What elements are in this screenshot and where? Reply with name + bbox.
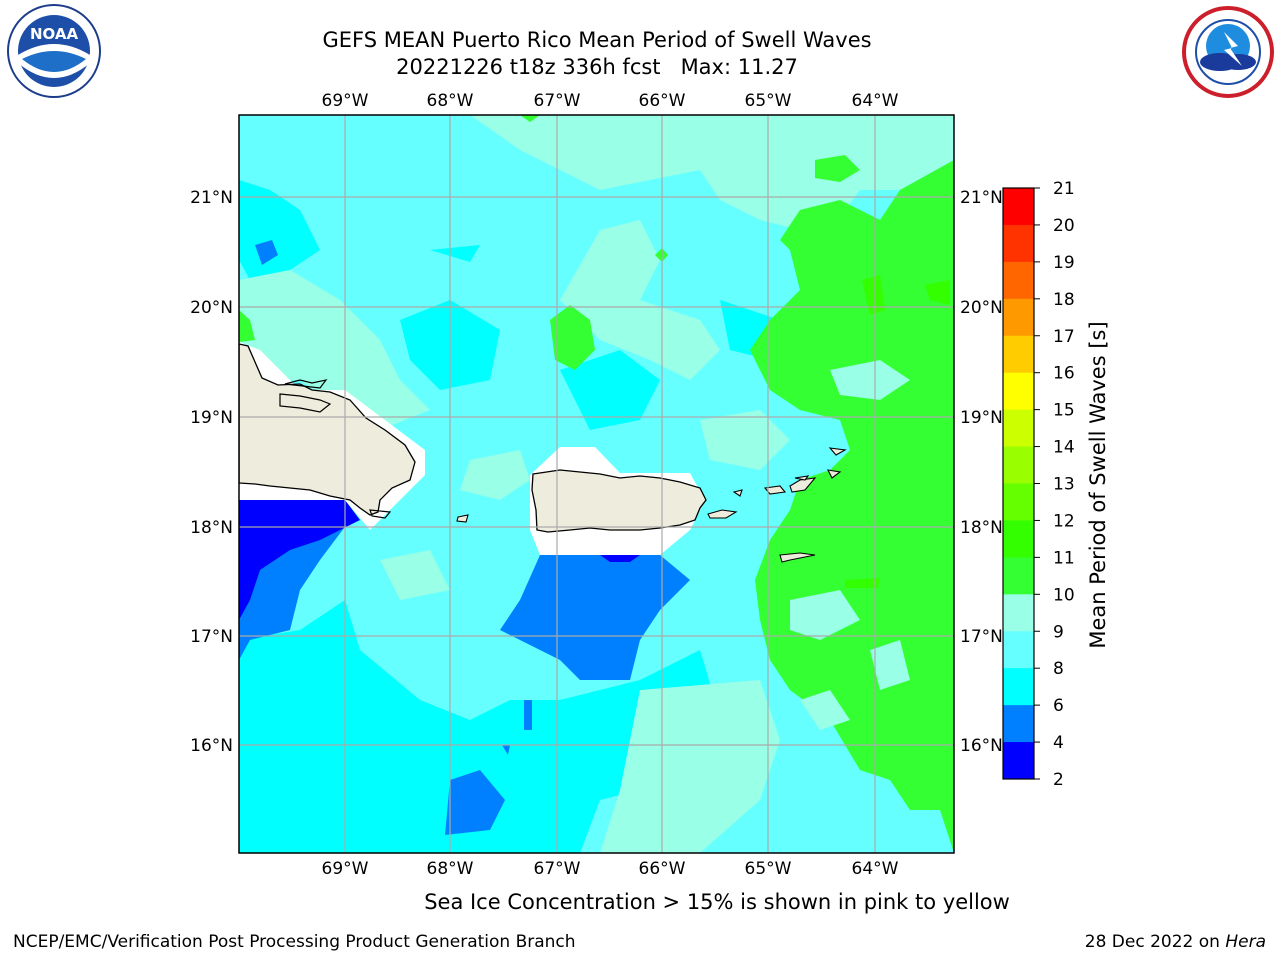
lon-label-bottom-2: 67°W xyxy=(534,859,581,879)
colorbar-tick-label: 12 xyxy=(1053,511,1075,531)
map-gridlines xyxy=(239,115,954,853)
colorbar-band xyxy=(1003,409,1034,448)
contour-fill-2-4 xyxy=(239,500,640,620)
colorbar-band xyxy=(1003,261,1034,300)
noaa-logo-text: NOAA xyxy=(30,25,79,43)
lat-label-left-2: 19°N xyxy=(190,408,233,428)
colorbar-band xyxy=(1003,705,1034,743)
lon-label-bottom-4: 65°W xyxy=(745,859,792,879)
footer-host: Hera xyxy=(1225,932,1266,952)
colorbar-tick-label: 19 xyxy=(1053,253,1075,273)
lat-label-left-3: 18°N xyxy=(190,518,233,538)
map-plot-area xyxy=(239,115,954,853)
footer-credit: NCEP/EMC/Verification Post Processing Pr… xyxy=(13,932,576,952)
colorbar-tick-label: 4 xyxy=(1053,733,1064,753)
lon-labels: 69°W 68°W 67°W 66°W 65°W 64°W 69°W 68°W … xyxy=(322,91,899,879)
colorbar-tick-label: 13 xyxy=(1053,475,1075,495)
colorbar-band xyxy=(1003,520,1034,558)
lon-label-top-0: 69°W xyxy=(322,91,369,111)
lat-label-right-1: 20°N xyxy=(960,298,1003,318)
hispaniola-land xyxy=(239,343,416,516)
lat-labels: 21°N 20°N 19°N 18°N 17°N 16°N 21°N 20°N … xyxy=(190,188,1003,756)
lon-label-top-4: 65°W xyxy=(745,91,792,111)
colorbar-tick-label: 6 xyxy=(1053,696,1064,716)
lat-label-left-0: 21°N xyxy=(190,188,233,208)
colorbar-tick-label: 14 xyxy=(1053,438,1075,458)
colorbar-band xyxy=(1003,483,1034,521)
colorbar-band xyxy=(1003,372,1034,411)
colorbar-band xyxy=(1003,224,1034,263)
lon-label-bottom-1: 68°W xyxy=(427,859,474,879)
colorbar-tick-label: 11 xyxy=(1053,548,1075,568)
sea-ice-caption: Sea Ice Concentration > 15% is shown in … xyxy=(424,890,1010,914)
colorbar: 21 20 19 18 17 16 15 14 13 12 11 10 9 8 6 4 2 xyxy=(1003,179,1075,790)
colorbar-tick-label: 8 xyxy=(1053,659,1064,679)
lat-label-left-4: 17°N xyxy=(190,627,233,647)
lon-label-top-1: 68°W xyxy=(427,91,474,111)
colorbar-tick-label: 10 xyxy=(1053,585,1075,605)
lon-label-top-2: 67°W xyxy=(534,91,581,111)
lat-label-right-5: 16°N xyxy=(960,736,1003,756)
lat-label-right-3: 18°N xyxy=(960,518,1003,538)
footer-date-text: 28 Dec 2022 on xyxy=(1084,932,1226,952)
contour-fill-11-12 xyxy=(845,275,950,588)
colorbar-tick-label: 20 xyxy=(1053,216,1075,236)
lat-label-left-1: 20°N xyxy=(190,298,233,318)
colorbar-band xyxy=(1003,631,1034,669)
colorbar-band xyxy=(1003,335,1034,374)
colorbar-band xyxy=(1003,668,1034,706)
colorbar-tick-label: 18 xyxy=(1053,290,1075,310)
contour-fill-9-10-patches xyxy=(790,360,910,730)
small-islands xyxy=(456,447,847,563)
noaa-logo-icon: NOAA xyxy=(7,4,101,98)
chart-title: GEFS MEAN Puerto Rico Mean Period of Swe… xyxy=(322,28,872,52)
lat-label-right-0: 21°N xyxy=(960,188,1003,208)
nws-logo-icon xyxy=(1182,6,1274,98)
colorbar-band xyxy=(1003,188,1034,226)
colorbar-tick-label: 16 xyxy=(1053,364,1075,384)
contour-fill-6-8 xyxy=(239,180,780,853)
colorbar-band xyxy=(1003,742,1034,780)
lon-label-bottom-0: 69°W xyxy=(322,859,369,879)
lon-label-bottom-5: 64°W xyxy=(852,859,899,879)
colorbar-tick-label: 9 xyxy=(1053,622,1064,642)
lon-label-top-3: 66°W xyxy=(639,91,686,111)
lat-label-right-4: 17°N xyxy=(960,627,1003,647)
colorbar-frame xyxy=(1002,187,1035,780)
colorbar-label: Mean Period of Swell Waves [s] xyxy=(1086,321,1110,648)
footer-date: 28 Dec 2022 on Hera xyxy=(1085,932,1266,952)
colorbar-tick-label: 2 xyxy=(1053,770,1064,790)
lon-label-top-5: 64°W xyxy=(852,91,899,111)
colorbar-band xyxy=(1003,446,1034,484)
lon-label-bottom-3: 66°W xyxy=(639,859,686,879)
lat-label-right-2: 19°N xyxy=(960,408,1003,428)
colorbar-band xyxy=(1003,594,1034,632)
colorbar-band xyxy=(1003,557,1034,595)
lat-label-left-5: 16°N xyxy=(190,736,233,756)
colorbar-tick-label: 17 xyxy=(1053,327,1075,347)
colorbar-tick-label: 21 xyxy=(1053,179,1075,199)
chart-subtitle: 20221226 t18z 336h fcst Max: 11.27 xyxy=(396,55,798,79)
map-frame xyxy=(238,114,955,854)
colorbar-band xyxy=(1003,298,1034,337)
colorbar-tick-label: 15 xyxy=(1053,401,1075,421)
